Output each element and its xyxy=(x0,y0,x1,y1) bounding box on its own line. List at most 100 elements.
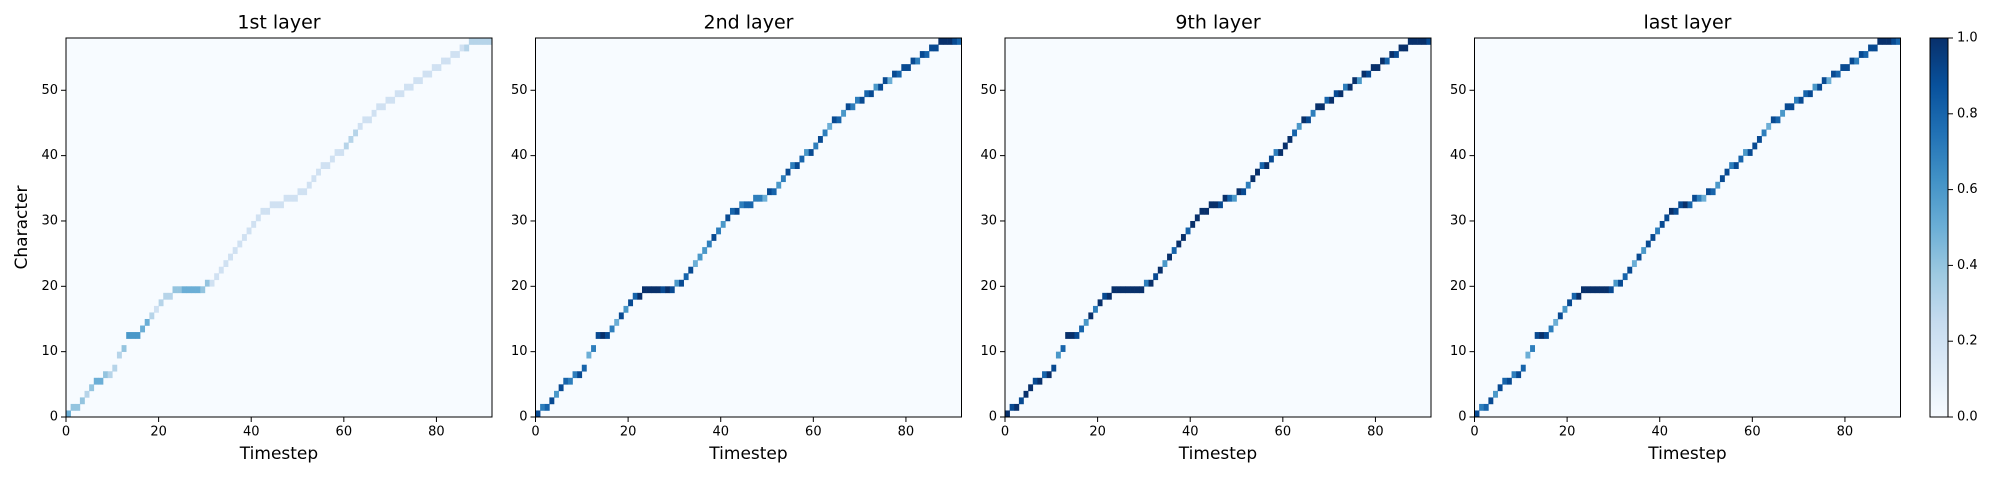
heat-cell xyxy=(1594,286,1600,294)
heat-cell xyxy=(1516,371,1522,379)
heat-cell xyxy=(385,96,391,104)
heat-cell xyxy=(1370,64,1376,71)
heat-cell xyxy=(919,51,925,58)
heat-cell xyxy=(1403,44,1409,52)
heat-cell xyxy=(1301,116,1307,124)
heat-cell xyxy=(827,122,833,130)
heat-cell xyxy=(1125,286,1131,294)
heat-cell xyxy=(1881,38,1887,45)
heat-cell xyxy=(915,57,921,65)
heat-cell xyxy=(762,194,768,202)
heat-cell xyxy=(441,57,446,65)
heat-cell xyxy=(651,286,657,294)
heat-cell xyxy=(399,90,405,98)
heat-cell xyxy=(1051,364,1057,372)
heat-cell xyxy=(753,194,759,202)
heat-cell xyxy=(655,286,661,294)
heat-cell xyxy=(822,129,828,137)
heat-cell xyxy=(558,384,564,392)
x-tick-label: 80 xyxy=(428,425,445,440)
heat-cell xyxy=(1292,129,1298,137)
panel-title: last layer xyxy=(1644,12,1732,34)
heat-cell xyxy=(158,299,164,307)
heat-cell xyxy=(246,227,252,235)
heat-cell xyxy=(1032,377,1038,385)
heat-cell xyxy=(1733,162,1739,169)
heat-cell xyxy=(1678,201,1684,209)
heat-cell xyxy=(1752,142,1758,150)
plot-background xyxy=(66,38,492,417)
heat-cell xyxy=(1148,279,1154,287)
heat-cell xyxy=(98,377,104,385)
heat-cell xyxy=(84,390,90,398)
x-tick-label: 20 xyxy=(150,425,167,440)
heat-cell xyxy=(632,292,638,300)
heat-cell xyxy=(1245,181,1251,189)
heat-cell xyxy=(674,279,680,287)
heat-cell xyxy=(591,345,596,352)
heat-cell xyxy=(1891,38,1897,45)
heat-cell xyxy=(306,181,312,189)
heat-cell xyxy=(1380,57,1385,65)
plot-background xyxy=(535,38,962,417)
heat-cell xyxy=(956,38,962,45)
heat-cell xyxy=(628,299,634,307)
heat-cell xyxy=(1562,305,1568,313)
heat-cell xyxy=(1502,377,1508,385)
heat-cell xyxy=(1636,253,1642,261)
heat-cell xyxy=(604,332,610,339)
plot-frame xyxy=(1004,37,1432,418)
heat-cell xyxy=(1417,38,1423,45)
heat-cell xyxy=(255,214,261,222)
heat-cell xyxy=(1333,90,1339,98)
heat-cell xyxy=(1784,103,1790,111)
heat-cell xyxy=(232,247,238,254)
heat-cell xyxy=(739,201,745,209)
heat-cell xyxy=(623,305,629,313)
heat-cell xyxy=(1199,207,1205,215)
heat-cell xyxy=(1780,109,1786,117)
heat-cell xyxy=(683,273,689,281)
heat-cell xyxy=(1116,286,1122,294)
heat-cell xyxy=(1835,70,1841,78)
heat-cell xyxy=(933,44,939,52)
colorbar-tick-label: 0.0 xyxy=(1957,410,1978,425)
y-tick-label: 30 xyxy=(511,213,528,228)
heat-cell xyxy=(637,292,643,300)
heat-cell xyxy=(1153,273,1159,281)
heat-cell xyxy=(390,96,396,104)
heat-cell xyxy=(776,181,782,189)
heat-cell xyxy=(1088,312,1094,320)
x-tick-label: 40 xyxy=(1182,425,1199,440)
x-tick-label: 40 xyxy=(243,425,260,440)
heat-cell xyxy=(237,240,243,248)
heat-cell xyxy=(1134,286,1140,294)
heat-cell xyxy=(1581,286,1586,294)
heat-cell xyxy=(135,332,141,339)
colorbar-tick-label: 0.8 xyxy=(1957,106,1978,121)
heat-cell xyxy=(1162,260,1168,268)
heat-cell xyxy=(1807,90,1813,98)
y-tick-label: 30 xyxy=(1450,213,1467,228)
heat-cell xyxy=(1278,149,1284,156)
x-axis-label: Timestep xyxy=(239,444,318,464)
heat-cell xyxy=(1854,57,1860,65)
heat-cell xyxy=(297,188,303,196)
heat-cell xyxy=(688,266,694,274)
heat-cell xyxy=(901,64,907,71)
heat-cell xyxy=(771,188,777,196)
y-tick-label: 50 xyxy=(41,83,58,98)
heat-cell xyxy=(581,364,587,372)
heat-cell xyxy=(1092,305,1098,313)
heat-cell xyxy=(1236,188,1242,196)
heat-cell xyxy=(1557,312,1563,320)
heat-cell xyxy=(757,194,763,202)
heat-cell xyxy=(1844,64,1850,71)
x-tick-label: 40 xyxy=(1651,425,1668,440)
heat-cell xyxy=(454,51,460,58)
y-tick-label: 50 xyxy=(980,83,997,98)
heat-cell xyxy=(804,149,809,156)
heat-cell xyxy=(1692,194,1698,202)
y-tick-label: 40 xyxy=(41,148,58,163)
heat-cell xyxy=(660,286,666,294)
